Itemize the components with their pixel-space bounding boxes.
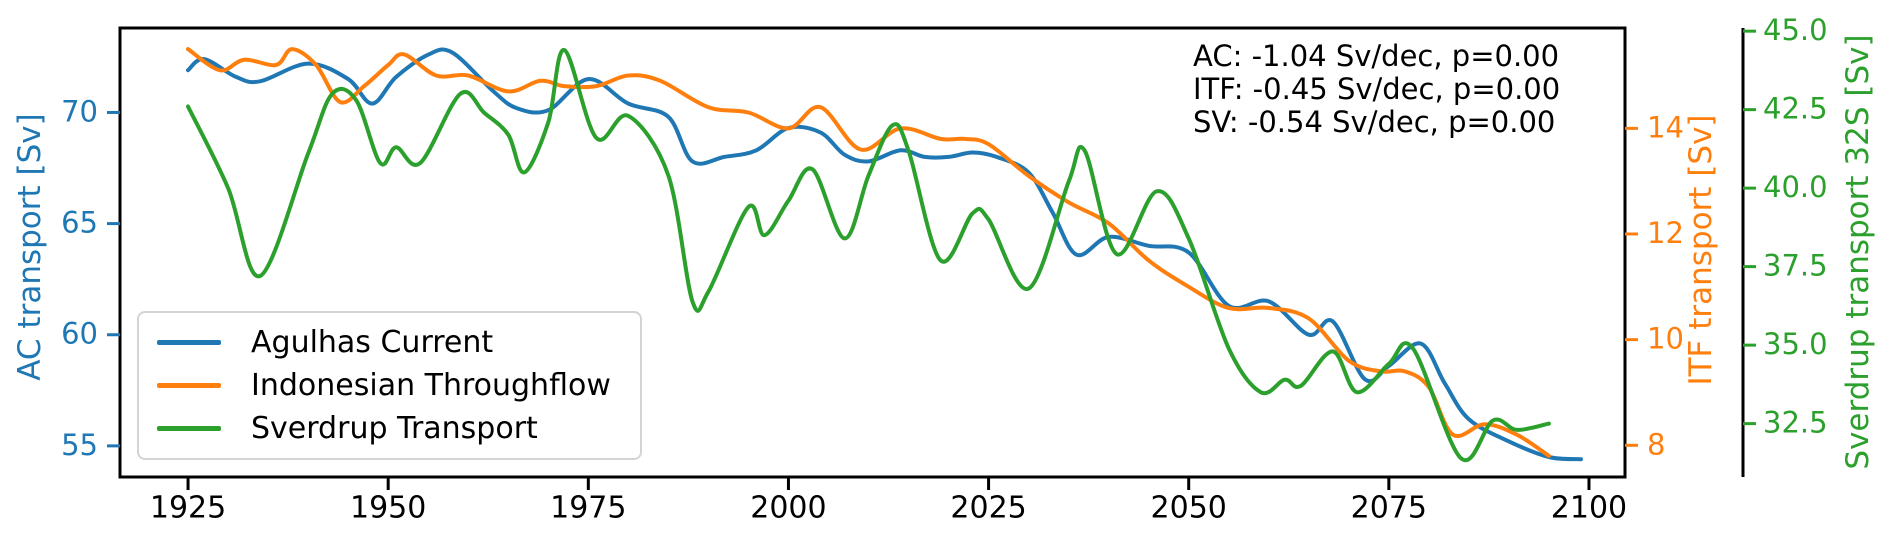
series-line-agulhas-current bbox=[186, 47, 1583, 462]
itf-tick-label: 12 bbox=[1647, 216, 1684, 250]
x-tick-label: 2100 bbox=[1551, 491, 1627, 526]
x-tick-label: 1975 bbox=[550, 491, 626, 526]
legend-label: Indonesian Throughflow bbox=[251, 368, 611, 403]
legend-line-swatch-green bbox=[157, 426, 221, 431]
trend-annotation-line-ac: AC: -1.04 Sv/dec, p=0.00 bbox=[1193, 39, 1560, 73]
ac-axis-label: AC transport [Sv] bbox=[12, 113, 48, 381]
legend-label: Agulhas Current bbox=[251, 325, 494, 360]
x-tick-label: 2000 bbox=[750, 491, 826, 526]
legend-label: Sverdrup Transport bbox=[251, 411, 538, 446]
sv-tick-label: 42.5 bbox=[1763, 92, 1828, 126]
sv-tick-label: 37.5 bbox=[1763, 249, 1828, 283]
sv-tick-label: 32.5 bbox=[1763, 406, 1828, 440]
legend-item-sverdrup-transport: Sverdrup Transport bbox=[139, 411, 640, 446]
legend-item-agulhas-current: Agulhas Current bbox=[139, 325, 640, 360]
legend-line-swatch-orange bbox=[157, 383, 221, 388]
x-tick-label: 2050 bbox=[1151, 491, 1227, 526]
series-line-indonesian-throughflow bbox=[186, 47, 1551, 458]
plot-box-spines bbox=[118, 26, 1627, 479]
itf-tick-label: 8 bbox=[1647, 427, 1665, 461]
trend-annotation-line-itf: ITF: -0.45 Sv/dec, p=0.00 bbox=[1193, 72, 1561, 106]
ac-tick-label: 60 bbox=[61, 317, 98, 351]
ac-tick-label: 70 bbox=[61, 94, 98, 128]
ac-tick-label: 65 bbox=[61, 206, 98, 240]
x-tick-label: 1950 bbox=[350, 491, 426, 526]
itf-tick-label: 14 bbox=[1647, 110, 1684, 144]
sv-axis-label: Sverdrup transport 32S [Sv] bbox=[1840, 34, 1876, 470]
trend-annotation: AC: -1.04 Sv/dec, p=0.00 ITF: -0.45 Sv/d… bbox=[1193, 40, 1560, 139]
x-tick-label: 2025 bbox=[950, 491, 1026, 526]
x-tick-label: 1925 bbox=[150, 491, 226, 526]
sv-tick-label: 45.0 bbox=[1763, 13, 1828, 47]
x-tick-label: 2075 bbox=[1351, 491, 1427, 526]
sv-tick-label: 40.0 bbox=[1763, 170, 1828, 204]
sv-tick-label: 35.0 bbox=[1763, 327, 1828, 361]
trend-annotation-line-sv: SV: -0.54 Sv/dec, p=0.00 bbox=[1193, 105, 1556, 139]
itf-tick-label: 10 bbox=[1647, 322, 1684, 356]
itf-axis-label: ITF transport [Sv] bbox=[1683, 114, 1719, 386]
series-line-sverdrup-transport bbox=[186, 47, 1551, 463]
legend-item-indonesian-throughflow: Indonesian Throughflow bbox=[139, 368, 640, 403]
legend-line-swatch-blue bbox=[157, 340, 221, 345]
chart-legend: Agulhas Current Indonesian Throughflow S… bbox=[137, 311, 642, 460]
ac-tick-label: 55 bbox=[61, 428, 98, 462]
